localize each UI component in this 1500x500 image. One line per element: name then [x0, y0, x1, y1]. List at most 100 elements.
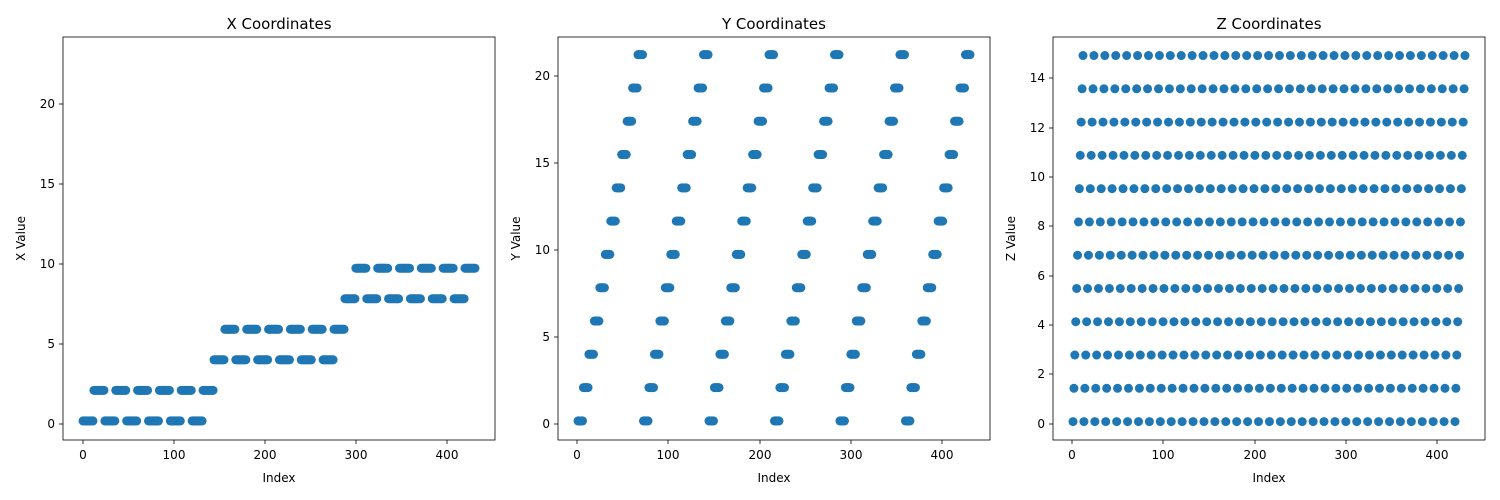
data-point	[1136, 317, 1146, 327]
y-tick-label: 10	[1030, 170, 1045, 184]
data-point	[1313, 250, 1323, 260]
data-point	[1335, 217, 1345, 227]
y-tick-label: 15	[40, 177, 55, 191]
data-point	[1071, 317, 1081, 327]
data-point	[1133, 417, 1143, 427]
data-point	[1457, 150, 1467, 160]
data-point	[1164, 117, 1173, 127]
x-tick-label: 300	[1335, 448, 1358, 462]
data-point	[1122, 51, 1132, 61]
data-point	[867, 249, 877, 259]
data-point	[719, 349, 729, 359]
data-point	[900, 50, 910, 60]
data-point	[1118, 184, 1128, 194]
data-point	[175, 416, 185, 426]
data-point	[1445, 184, 1455, 194]
data-point	[1217, 150, 1227, 160]
data-point	[763, 83, 773, 93]
data-point	[1324, 250, 1334, 260]
data-point	[949, 150, 959, 160]
data-point	[1165, 51, 1175, 61]
data-point	[1236, 250, 1246, 260]
plot-area-y	[557, 36, 991, 441]
data-point	[1281, 217, 1291, 227]
data-point	[1441, 350, 1451, 360]
data-point	[1287, 383, 1297, 393]
data-point	[1123, 383, 1133, 393]
data-point	[1264, 51, 1274, 61]
data-point	[1222, 383, 1232, 393]
data-point	[405, 263, 415, 273]
data-point	[1273, 117, 1283, 127]
data-point	[1413, 184, 1423, 194]
data-point	[834, 50, 844, 60]
data-point	[1176, 51, 1186, 61]
data-point	[1365, 317, 1375, 327]
data-point	[1102, 383, 1112, 393]
data-point	[1412, 217, 1422, 227]
data-point	[1282, 184, 1292, 194]
data-point	[960, 83, 970, 93]
data-point	[1333, 317, 1343, 327]
y-axis-label-x: X Value	[14, 216, 28, 261]
data-point	[1308, 417, 1318, 427]
data-point	[1201, 350, 1211, 360]
data-point	[1399, 283, 1409, 293]
x-tick-label: 100	[657, 448, 680, 462]
data-point	[1440, 383, 1450, 393]
data-point	[1348, 150, 1358, 160]
data-point	[1199, 417, 1209, 427]
data-point	[1211, 383, 1221, 393]
data-point	[1243, 417, 1253, 427]
data-point	[1448, 84, 1458, 94]
data-point	[1251, 117, 1261, 127]
x-tick-label: 400	[436, 448, 459, 462]
panel-z-coordinates: Z Coordinates Index Z Value 0 100 200 30…	[1004, 15, 1486, 485]
y-tick-label: 15	[535, 156, 550, 170]
data-point	[132, 416, 142, 426]
y-axis-label-y: Y Value	[509, 216, 523, 261]
data-point	[932, 249, 942, 259]
data-point	[1105, 250, 1115, 260]
data-point	[1237, 217, 1247, 227]
data-point	[1344, 283, 1354, 293]
data-point	[1452, 350, 1462, 360]
data-point	[1395, 417, 1405, 427]
data-point	[1143, 51, 1153, 61]
data-point	[1290, 283, 1300, 293]
data-point	[1264, 417, 1274, 427]
data-point	[1154, 51, 1164, 61]
data-point	[1220, 51, 1230, 61]
data-point	[687, 150, 697, 160]
data-point	[698, 83, 708, 93]
data-point	[1261, 150, 1271, 160]
data-point	[1137, 283, 1147, 293]
data-point	[1274, 84, 1284, 94]
data-point	[328, 355, 338, 365]
data-point	[1197, 84, 1207, 94]
data-point	[878, 183, 888, 193]
data-point	[1316, 117, 1326, 127]
data-point	[790, 316, 800, 326]
data-point	[1427, 51, 1437, 61]
data-point	[1130, 150, 1140, 160]
data-point	[1245, 317, 1255, 327]
data-point	[1304, 184, 1314, 194]
data-point	[1405, 84, 1415, 94]
data-point	[1192, 283, 1202, 293]
data-point	[1115, 283, 1125, 293]
data-point	[1219, 84, 1229, 94]
data-point	[1350, 84, 1360, 94]
data-point	[1183, 217, 1193, 227]
data-point	[654, 349, 664, 359]
data-point	[1167, 383, 1177, 393]
data-point	[1248, 217, 1258, 227]
data-point	[1393, 117, 1403, 127]
data-point	[1235, 283, 1245, 293]
data-point	[1226, 217, 1236, 227]
data-point	[1116, 250, 1126, 260]
data-point	[1334, 283, 1344, 293]
data-point	[1336, 184, 1346, 194]
data-point	[1267, 317, 1277, 327]
data-point	[1319, 417, 1329, 427]
